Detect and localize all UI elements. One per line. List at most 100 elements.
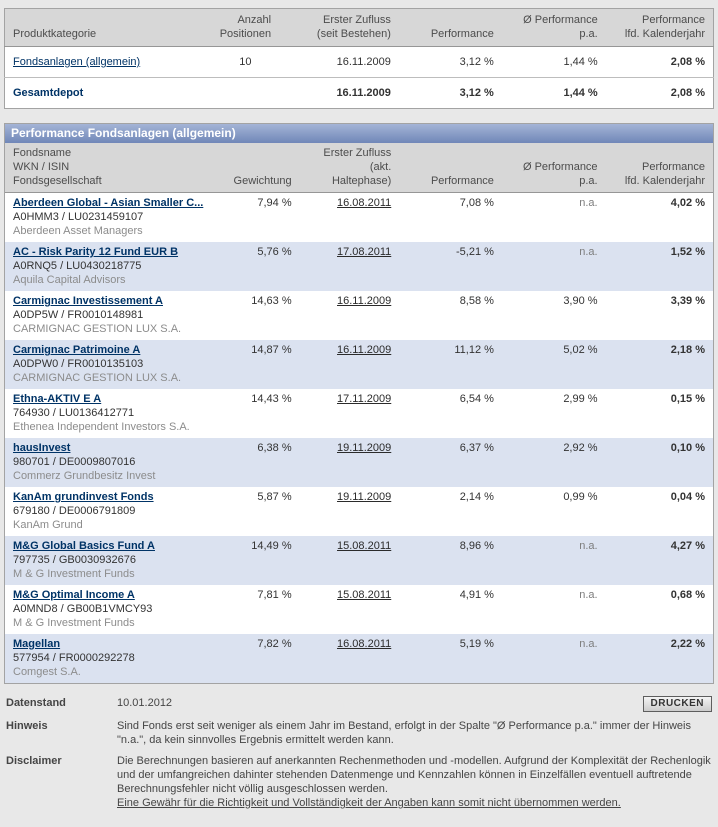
fund-info-cell: AC - Risk Parity 12 Fund EUR B A0RNQ5 / … — [5, 242, 226, 291]
hinweis-text: Sind Fonds erst seit weniger als einem J… — [117, 720, 691, 746]
fund-company: Aberdeen Asset Managers — [13, 225, 143, 237]
fund-wkn-isin: A0DPW0 / FR0010135103 — [13, 358, 144, 370]
fund-row: hausInvest 980701 / DE0009807016 Commerz… — [5, 438, 713, 487]
fund-weight: 5,76 % — [257, 246, 292, 258]
fund-row: Aberdeen Global - Asian Smaller C... A0H… — [5, 193, 713, 243]
fund-inflow-cell: 16.08.2011 — [300, 634, 400, 683]
fund-performance-pa: n.a. — [579, 638, 598, 650]
fund-inflow-date-link[interactable]: 16.08.2011 — [337, 638, 392, 650]
disclaimer-label: Disclaimer — [6, 755, 62, 767]
fund-row: KanAm grundinvest Fonds 679180 / DE00067… — [5, 487, 713, 536]
fund-name-link[interactable]: Magellan — [13, 638, 61, 650]
fondsanlagen-link[interactable]: Fondsanlagen (allgemein) — [13, 56, 141, 68]
fund-inflow-date-link[interactable]: 17.11.2009 — [337, 393, 392, 405]
fund-wkn-isin: A0RNQ5 / LU0430218775 — [13, 260, 142, 272]
fondsanlagen-first-inflow: 16.11.2009 — [336, 56, 391, 68]
disclaimer-text: Die Berechnungen basieren auf anerkannte… — [117, 754, 712, 810]
header-fondsname-wkn-isin: Fondsname WKN / ISIN Fondsgesellschaft — [5, 143, 226, 193]
fund-row: AC - Risk Parity 12 Fund EUR B A0RNQ5 / … — [5, 242, 713, 291]
fondsanlagen-positions: 10 — [239, 56, 252, 68]
disclaimer-note: Eine Gewähr für die Richtigkeit und Voll… — [117, 797, 621, 809]
fund-weight: 6,38 % — [257, 442, 292, 454]
gesamtdepot-performance-pa: 1,44 % — [501, 77, 606, 109]
fund-performance: 5,19 % — [459, 638, 494, 650]
summary-header-row: Produktkategorie Anzahl Positionen Erste… — [4, 8, 714, 47]
fund-company: CARMIGNAC GESTION LUX S.A. — [13, 323, 182, 335]
fund-name-link[interactable]: Ethna-AKTIV E A — [13, 393, 102, 405]
fund-name-link[interactable]: M&G Optimal Income A — [13, 589, 135, 601]
fund-performance-year: 0,04 % — [670, 491, 705, 503]
fund-wkn-isin: 577954 / FR0000292278 — [13, 652, 135, 664]
fund-performance-pa: n.a. — [579, 197, 598, 209]
fund-name-link[interactable]: M&G Global Basics Fund A — [13, 540, 155, 552]
fund-inflow-cell: 15.08.2011 — [300, 585, 400, 634]
fund-wkn-isin: 797735 / GB0030932676 — [13, 554, 136, 566]
fund-performance-year: 4,02 % — [670, 197, 705, 209]
header-performance-kalenderjahr: Performance lfd. Kalenderjahr — [605, 8, 714, 47]
footer: Datenstand 10.01.2012 DRUCKEN Hinweis Si… — [4, 696, 714, 810]
fund-wkn-isin: A0MND8 / GB00B1VMCY93 — [13, 603, 153, 615]
fund-weight: 7,81 % — [257, 589, 292, 601]
fund-performance: 11,12 % — [454, 344, 494, 356]
fund-performance-year: 3,39 % — [670, 295, 705, 307]
fund-performance-pa: n.a. — [579, 540, 598, 552]
fund-company: Ethenea Independent Investors S.A. — [13, 421, 190, 433]
fund-performance: 8,58 % — [459, 295, 494, 307]
fund-performance: 8,96 % — [459, 540, 494, 552]
fund-performance-year: 1,52 % — [670, 246, 705, 258]
datenstand-value: 10.01.2012 — [117, 697, 173, 709]
header-performance: Performance — [398, 8, 502, 47]
fund-inflow-date-link[interactable]: 19.11.2009 — [337, 491, 392, 503]
fund-inflow-date-link[interactable]: 15.08.2011 — [337, 589, 392, 601]
fund-name-link[interactable]: Carmignac Patrimoine A — [13, 344, 141, 356]
gesamtdepot-positions — [211, 77, 280, 109]
section-title: Performance Fondsanlagen (allgemein) — [5, 124, 713, 143]
fund-company: M & G Investment Funds — [13, 568, 135, 580]
fund-performance: 4,91 % — [459, 589, 494, 601]
fund-row: Ethna-AKTIV E A 764930 / LU0136412771 Et… — [5, 389, 713, 438]
fund-name-link[interactable]: Carmignac Investissement A — [13, 295, 163, 307]
fund-inflow-date-link[interactable]: 16.08.2011 — [337, 197, 392, 209]
fund-name-link[interactable]: KanAm grundinvest Fonds — [13, 491, 154, 503]
fund-inflow-cell: 17.08.2011 — [300, 242, 400, 291]
fund-info-cell: M&G Global Basics Fund A 797735 / GB0030… — [5, 536, 226, 585]
print-button[interactable]: DRUCKEN — [642, 696, 712, 712]
fund-info-cell: Carmignac Investissement A A0DP5W / FR00… — [5, 291, 226, 340]
fund-row: Carmignac Patrimoine A A0DPW0 / FR001013… — [5, 340, 713, 389]
fund-inflow-date-link[interactable]: 15.08.2011 — [337, 540, 392, 552]
fund-header-row: Fondsname WKN / ISIN Fondsgesellschaft G… — [5, 143, 713, 193]
fund-performance: 2,14 % — [459, 491, 494, 503]
header-produktkategorie: Produktkategorie — [4, 8, 212, 47]
fund-performance: 7,08 % — [459, 197, 494, 209]
fund-inflow-cell: 16.08.2011 — [300, 193, 400, 243]
fund-weight: 7,94 % — [257, 197, 292, 209]
fund-info-cell: M&G Optimal Income A A0MND8 / GB00B1VMCY… — [5, 585, 226, 634]
fund-inflow-date-link[interactable]: 17.08.2011 — [337, 246, 392, 258]
fund-wkn-isin: 980701 / DE0009807016 — [13, 456, 136, 468]
fund-info-cell: Carmignac Patrimoine A A0DPW0 / FR001013… — [5, 340, 226, 389]
fund-inflow-date-link[interactable]: 16.11.2009 — [337, 295, 392, 307]
disclaimer-row: Disclaimer Die Berechnungen basieren auf… — [6, 754, 712, 810]
fund-performance: 6,37 % — [459, 442, 494, 454]
fund-info-cell: hausInvest 980701 / DE0009807016 Commerz… — [5, 438, 226, 487]
fund-company: M & G Investment Funds — [13, 617, 135, 629]
fund-company: Comgest S.A. — [13, 666, 81, 678]
fund-name-link[interactable]: Aberdeen Global - Asian Smaller C... — [13, 197, 204, 209]
fund-weight: 7,82 % — [257, 638, 292, 650]
fund-inflow-date-link[interactable]: 19.11.2009 — [337, 442, 392, 454]
fund-weight: 14,87 % — [251, 344, 292, 356]
fund-wkn-isin: 764930 / LU0136412771 — [13, 407, 135, 419]
fondsanlagen-performance: 3,12 % — [459, 56, 494, 68]
fund-name-link[interactable]: hausInvest — [13, 442, 71, 454]
fund-inflow-cell: 19.11.2009 — [300, 487, 400, 536]
header-erster-zufluss: Erster Zufluss (seit Bestehen) — [279, 8, 399, 47]
fund-performance-pa: 2,99 % — [563, 393, 598, 405]
fund-name-link[interactable]: AC - Risk Parity 12 Fund EUR B — [13, 246, 179, 258]
header-performance-pa: Ø Performance p.a. — [501, 8, 606, 47]
gesamtdepot-first-inflow: 16.11.2009 — [279, 77, 399, 109]
fund-weight: 14,43 % — [251, 393, 292, 405]
fund-performance-pa: 5,02 % — [563, 344, 598, 356]
fund-inflow-date-link[interactable]: 16.11.2009 — [337, 344, 392, 356]
fund-performance-year: 0,10 % — [670, 442, 705, 454]
